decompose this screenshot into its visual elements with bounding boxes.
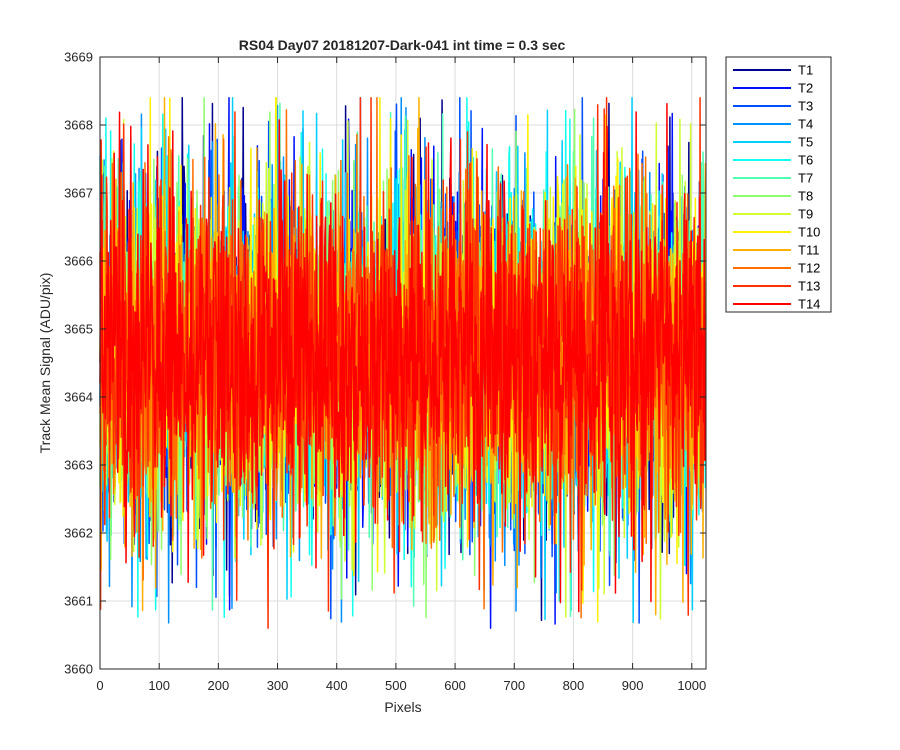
legend-label-t14: T14 <box>798 297 820 312</box>
x-tick-label: 500 <box>385 678 407 693</box>
series-layer <box>99 97 707 629</box>
plot-area <box>99 56 707 670</box>
y-tick-label: 3664 <box>64 390 93 405</box>
legend-label-t10: T10 <box>798 225 820 240</box>
legend-label-t8: T8 <box>798 189 813 204</box>
x-axis-label: Pixels <box>384 699 421 715</box>
y-tick-label: 3668 <box>64 118 93 133</box>
x-tick-label: 0 <box>96 678 103 693</box>
series-line-t14 <box>99 103 707 613</box>
x-tick-label: 200 <box>208 678 230 693</box>
legend: T1 T2 T3 T4 T5 T6 T7 T8 T9 T10 T11 T12 T13 T14 <box>725 56 832 313</box>
legend-label-t3: T3 <box>798 99 813 114</box>
y-tick-label: 3663 <box>64 458 93 473</box>
y-axis-label: Track Mean Signal (ADU/pix) <box>37 273 53 454</box>
x-tick-label: 700 <box>503 678 525 693</box>
x-tick-labels: 0 100 200 300 400 500 600 700 800 900 1000 <box>96 678 706 693</box>
legend-label-t4: T4 <box>798 117 813 132</box>
legend-label-t11: T11 <box>798 243 819 258</box>
y-tick-label: 3662 <box>64 526 93 541</box>
axis-ticks <box>99 56 706 670</box>
x-tick-label: 400 <box>326 678 348 693</box>
y-tick-label: 3665 <box>64 322 93 337</box>
legend-items: T1 T2 T3 T4 T5 T6 T7 T8 T9 T10 T11 T12 T13 T14 <box>733 63 820 312</box>
x-tick-label: 800 <box>563 678 585 693</box>
x-tick-label: 1000 <box>677 678 706 693</box>
x-tick-label: 600 <box>444 678 466 693</box>
legend-label-t2: T2 <box>798 81 813 96</box>
y-tick-label: 3667 <box>64 186 93 201</box>
y-tick-label: 3661 <box>64 594 93 609</box>
y-tick-label: 3660 <box>64 662 93 677</box>
axes-frame <box>99 56 707 670</box>
legend-label-t1: T1 <box>798 63 813 78</box>
y-tick-labels: 3660 3661 3662 3663 3664 3665 3666 3667 3668 3669 <box>64 50 93 677</box>
legend-label-t7: T7 <box>798 171 813 186</box>
legend-box <box>725 56 832 313</box>
x-tick-label: 300 <box>267 678 289 693</box>
x-tick-label: 900 <box>622 678 644 693</box>
legend-label-t9: T9 <box>798 207 813 222</box>
y-tick-label: 3666 <box>64 254 93 269</box>
y-tick-label: 3669 <box>64 50 93 65</box>
x-tick-label: 100 <box>148 678 170 693</box>
legend-label-t13: T13 <box>798 279 820 294</box>
legend-label-t12: T12 <box>798 261 820 276</box>
chart-title: RS04 Day07 20181207-Dark-041 int time = … <box>239 37 566 53</box>
legend-label-t6: T6 <box>798 153 813 168</box>
legend-label-t5: T5 <box>798 135 813 150</box>
